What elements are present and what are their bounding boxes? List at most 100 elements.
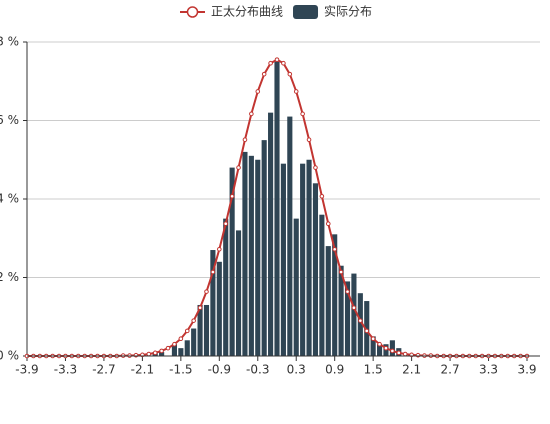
bar (171, 344, 177, 356)
legend-icon (186, 6, 199, 18)
line-point (197, 305, 203, 311)
bar (261, 140, 267, 356)
x-tick-label: -2.7 (92, 363, 115, 377)
bar (235, 230, 242, 356)
line-point (345, 289, 350, 294)
bar (178, 348, 184, 356)
y-tick-label: 8 % (0, 35, 19, 49)
line-point (338, 269, 344, 275)
line-point (390, 348, 395, 354)
line-point (364, 328, 370, 334)
line-point (293, 89, 299, 94)
bar (370, 336, 376, 356)
bar (274, 61, 280, 356)
bar (255, 159, 261, 356)
bar (319, 214, 325, 356)
bar (287, 116, 293, 356)
line-point (287, 71, 293, 77)
line-point (146, 351, 152, 357)
line-point (249, 111, 254, 117)
line-point (358, 318, 363, 323)
y-tick-label: 0 % (0, 349, 19, 363)
bar (184, 340, 190, 356)
line-point (152, 350, 158, 356)
line-point (236, 165, 241, 170)
line-point (223, 221, 229, 227)
x-tick-label: -0.3 (246, 363, 269, 377)
bar (325, 246, 331, 356)
line-point (191, 318, 196, 323)
bar (223, 218, 229, 356)
y-tick-label: 4 % (0, 192, 19, 206)
legend-label: 正太分布曲线 (211, 4, 283, 19)
bar (344, 281, 351, 356)
line-point (184, 328, 190, 334)
line-point (402, 351, 408, 357)
line-point (383, 345, 389, 351)
x-tick-label: -3.9 (15, 363, 38, 377)
line-point (281, 60, 286, 66)
x-tick-label: -1.5 (169, 363, 192, 377)
line-point (313, 165, 318, 170)
x-tick-label: 0.3 (287, 363, 306, 377)
line-point (319, 193, 325, 199)
bar (332, 234, 338, 356)
y-tick-label: 6 % (0, 113, 19, 127)
line-point (370, 336, 376, 342)
bar (203, 304, 210, 356)
line-point (255, 89, 261, 94)
bar (248, 155, 254, 356)
x-tick-label: -3.3 (54, 363, 77, 377)
bar (338, 265, 344, 356)
line-point (332, 246, 337, 252)
line-point (204, 289, 209, 294)
bar (389, 340, 395, 356)
bar (210, 250, 216, 356)
line-point (172, 341, 177, 347)
bar (159, 352, 165, 356)
x-tick-label: -2.1 (131, 363, 154, 377)
line-point (325, 221, 331, 227)
bar (357, 293, 363, 356)
line-point (396, 350, 402, 356)
x-tick-label: 3.3 (479, 363, 498, 377)
bar (242, 151, 248, 356)
bar (377, 344, 383, 356)
x-tick-label: 3.9 (517, 363, 536, 377)
x-tick-label: 0.9 (325, 363, 344, 377)
legend-label: 实际分布 (324, 4, 372, 19)
line-point (242, 137, 248, 143)
bar (216, 261, 222, 356)
x-tick-label: 2.7 (441, 363, 460, 377)
line-point (377, 341, 382, 347)
bar (293, 218, 299, 356)
line-point (178, 336, 184, 342)
bar (268, 112, 274, 357)
line-point (165, 345, 171, 351)
bar (312, 183, 319, 356)
line-point (351, 305, 357, 311)
y-tick-label: 2 % (0, 270, 19, 284)
line-point (210, 269, 216, 275)
x-tick-label: 1.5 (364, 363, 383, 377)
x-tick-label: 2.1 (402, 363, 421, 377)
line-point (306, 137, 312, 143)
line-point (261, 71, 267, 77)
bar (229, 167, 235, 356)
bar (280, 163, 286, 356)
bar (300, 163, 306, 356)
bar (364, 301, 370, 356)
bar (351, 273, 357, 356)
bar (191, 328, 197, 356)
legend-icon (293, 5, 319, 19)
line-point (229, 193, 235, 199)
bar (306, 159, 312, 356)
line-point (274, 57, 280, 62)
x-tick-label: -0.9 (208, 363, 231, 377)
line-point (159, 348, 164, 354)
bar (197, 304, 203, 356)
line-point (217, 246, 222, 252)
line-point (300, 111, 305, 117)
